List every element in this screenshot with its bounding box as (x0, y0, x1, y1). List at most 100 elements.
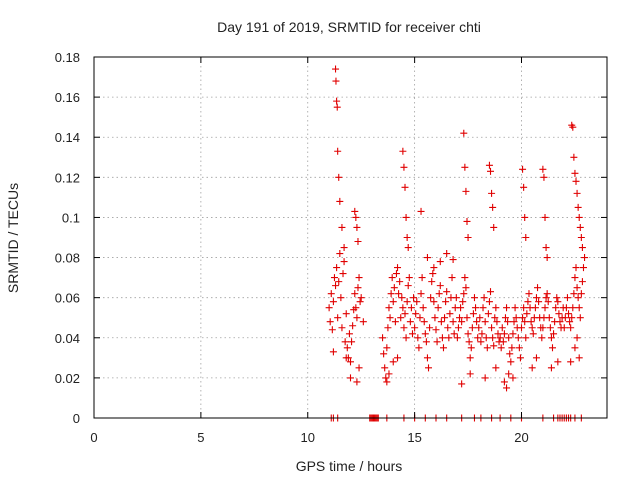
data-point (535, 298, 543, 306)
data-point (336, 197, 344, 205)
data-point (507, 358, 515, 366)
data-point (332, 65, 340, 73)
data-point (333, 103, 341, 111)
data-point (462, 284, 470, 292)
data-point (490, 223, 498, 231)
data-point (355, 364, 363, 372)
data-point (403, 298, 411, 306)
data-point (569, 123, 577, 131)
data-point (579, 264, 587, 272)
data-point (520, 183, 528, 191)
data-point (466, 370, 474, 378)
data-point (411, 324, 419, 332)
data-point (470, 294, 478, 302)
data-point (464, 330, 472, 338)
data-point (390, 284, 398, 292)
data-point (575, 354, 583, 362)
data-point (329, 348, 337, 356)
data-point (389, 298, 397, 306)
data-point (510, 318, 518, 326)
data-point (385, 304, 393, 312)
data-point (569, 304, 577, 312)
data-point (336, 250, 344, 258)
data-point (453, 334, 461, 342)
data-point (561, 314, 569, 322)
data-point (412, 310, 420, 318)
y-tick-label: 0.1 (62, 210, 80, 225)
data-point (401, 183, 409, 191)
data-point (547, 334, 555, 342)
data-point (541, 213, 549, 221)
data-point (554, 358, 562, 366)
data-point (357, 294, 365, 302)
x-axis-label: GPS time / hours (296, 458, 403, 474)
data-point (504, 318, 512, 326)
data-point (518, 324, 525, 332)
data-point (423, 254, 431, 262)
data-point (379, 334, 387, 342)
data-point (539, 165, 547, 173)
data-point (464, 234, 472, 241)
data-point (466, 354, 474, 362)
data-point (352, 304, 360, 312)
data-point (430, 264, 438, 272)
y-tick-label: 0.02 (55, 371, 80, 386)
data-point (405, 274, 413, 282)
data-point (552, 304, 560, 312)
data-point (548, 344, 556, 352)
data-point (434, 304, 442, 312)
data-point (417, 207, 425, 215)
data-point (460, 290, 468, 298)
data-point (493, 318, 501, 326)
data-point (326, 318, 334, 326)
data-point (543, 254, 551, 262)
data-point (383, 378, 391, 386)
data-point (519, 165, 527, 173)
data-point (547, 364, 555, 372)
data-point (509, 374, 517, 382)
data-point (352, 213, 360, 221)
data-point (458, 318, 466, 326)
data-point (397, 314, 405, 322)
data-point (334, 147, 342, 155)
data-point (473, 318, 481, 326)
data-point (485, 161, 493, 169)
data-point (575, 304, 583, 312)
data-point (402, 334, 410, 342)
data-point (508, 344, 516, 352)
data-point (519, 314, 527, 322)
data-point (414, 334, 422, 342)
data-point (342, 310, 350, 318)
data-point (485, 298, 493, 306)
data-point (543, 290, 551, 298)
data-point (498, 324, 506, 332)
data-point (385, 370, 393, 378)
data-point (515, 344, 523, 352)
data-point (553, 294, 561, 302)
data-point (520, 304, 528, 312)
data-point (499, 338, 507, 346)
data-point (446, 310, 454, 318)
grid-lines (94, 57, 607, 418)
data-point (567, 358, 575, 366)
data-point (482, 334, 490, 342)
data-point (335, 173, 343, 181)
data-point (529, 330, 537, 338)
data-point (532, 294, 540, 302)
x-tick-label: 5 (197, 430, 204, 445)
data-point (408, 330, 416, 338)
data-point (546, 324, 554, 332)
data-point (521, 318, 529, 326)
data-point (565, 310, 573, 318)
plot-frame (93, 56, 608, 419)
data-point (438, 334, 446, 342)
data-point (342, 354, 350, 362)
data-point (500, 330, 508, 338)
data-point (325, 304, 333, 312)
data-point (487, 167, 495, 175)
data-point (556, 318, 564, 326)
data-point (354, 284, 362, 292)
data-point (491, 314, 499, 322)
data-point (334, 314, 342, 322)
